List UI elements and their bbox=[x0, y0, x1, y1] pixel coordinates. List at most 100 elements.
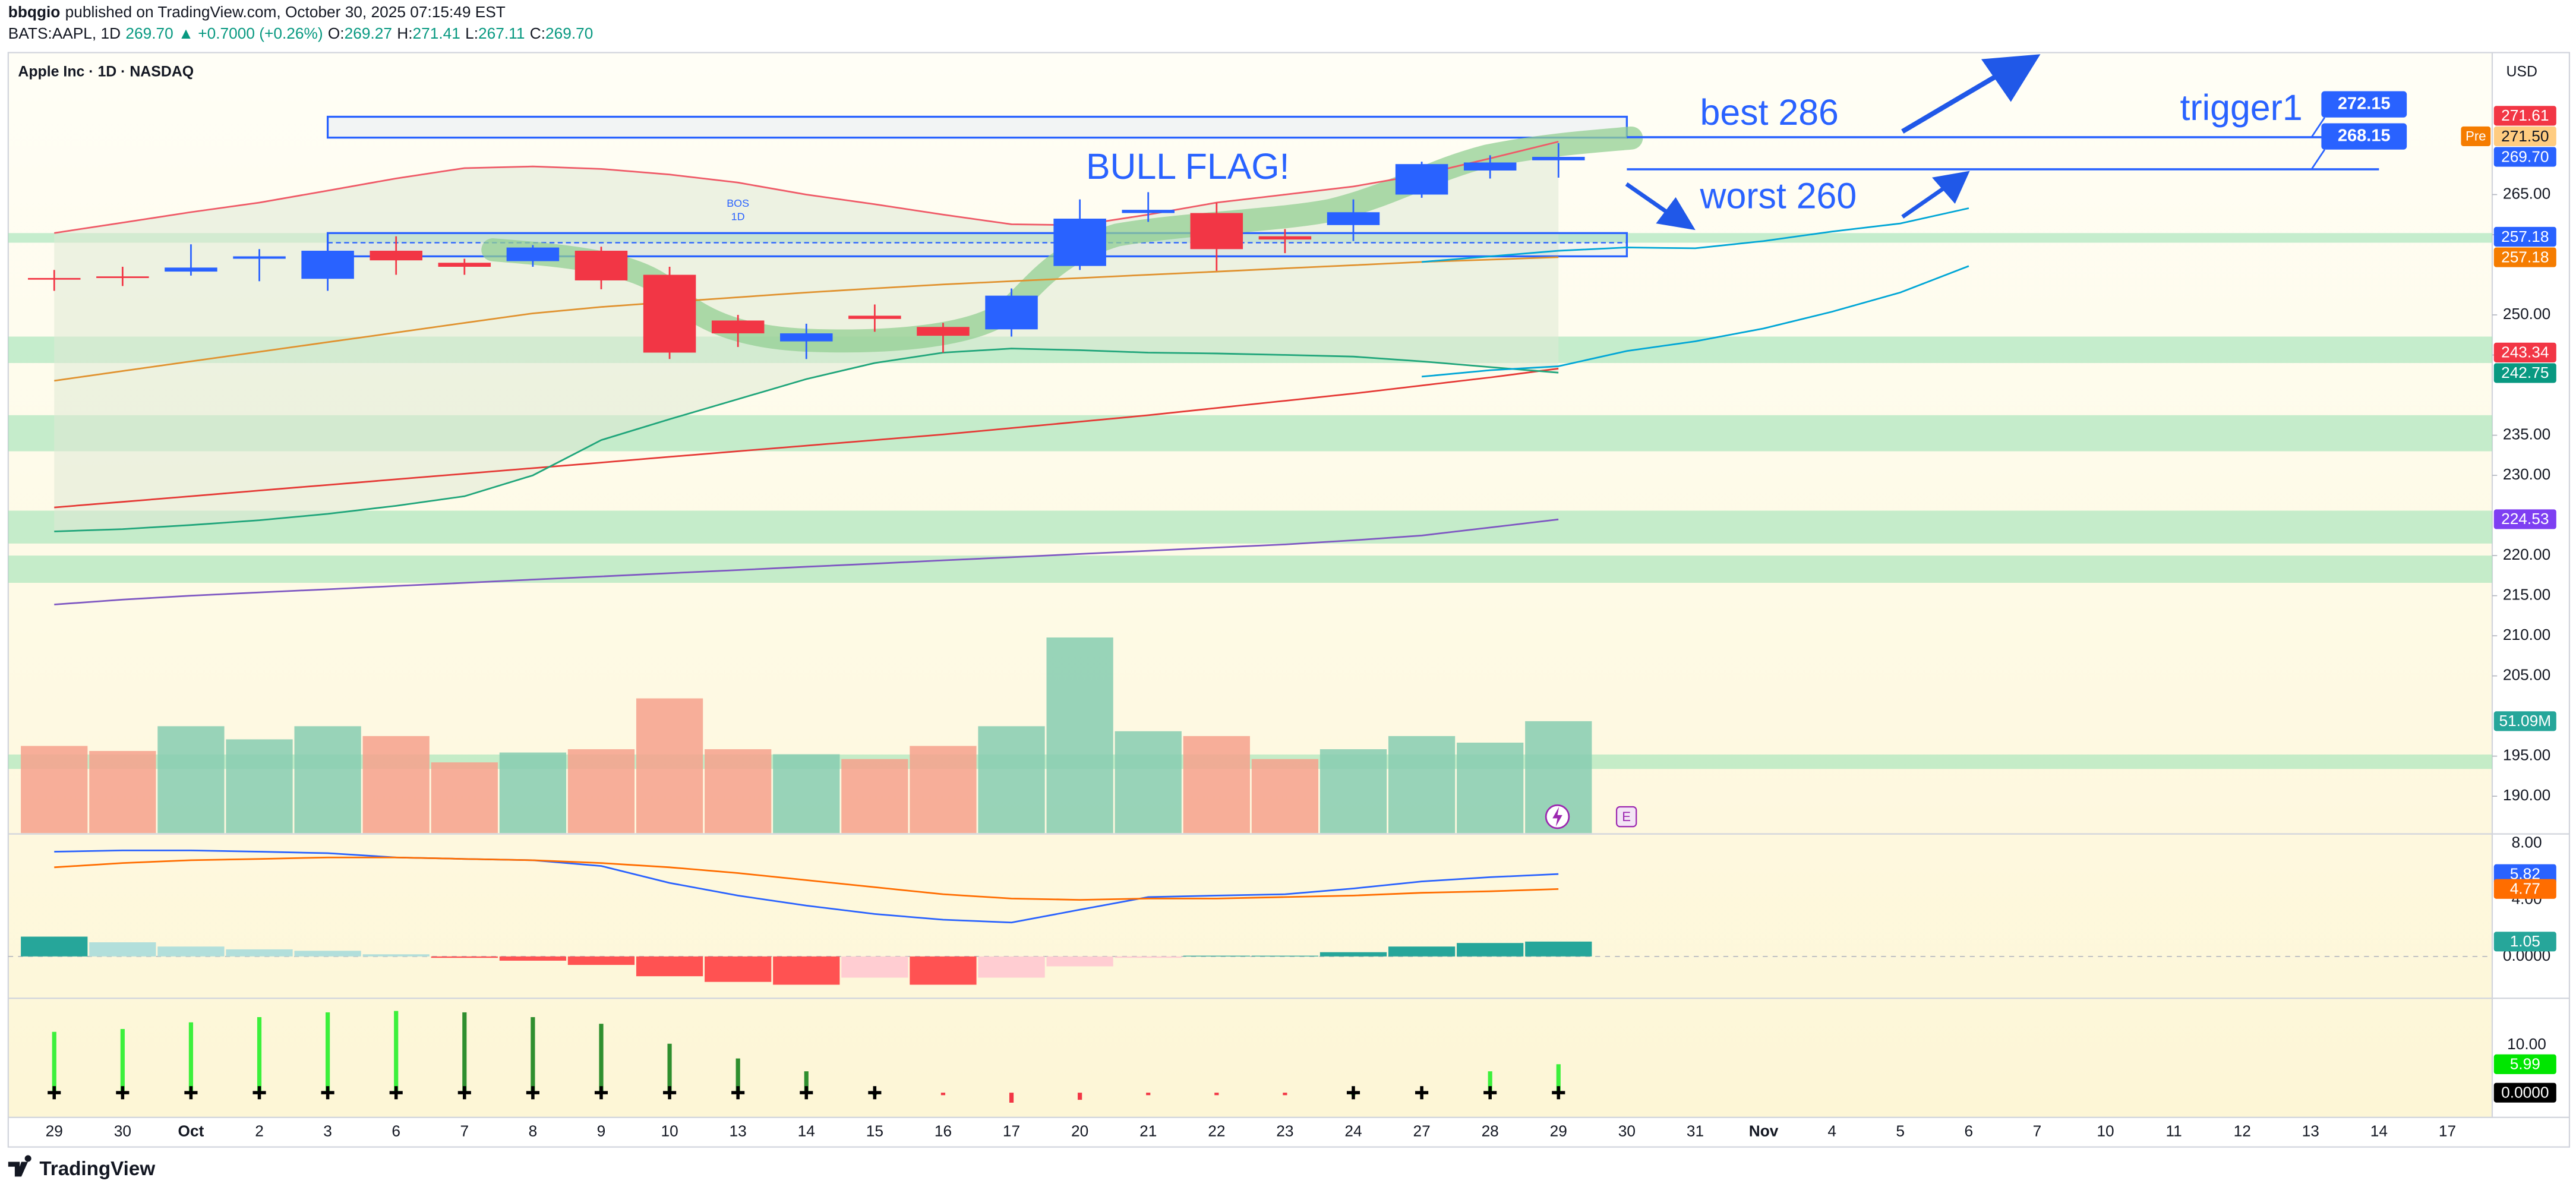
x-tick-label: 6 bbox=[1965, 1122, 1974, 1140]
volume-bar bbox=[1319, 749, 1387, 834]
macd-hist-bar bbox=[636, 956, 703, 977]
x-tick-label: 29 bbox=[1550, 1122, 1567, 1140]
footer-text: TradingView bbox=[39, 1158, 155, 1180]
candle-body bbox=[574, 251, 628, 280]
price-label-bg bbox=[2493, 509, 2556, 529]
volume-bar bbox=[1183, 736, 1250, 834]
symbol-line: BATS:AAPL, 1D 269.70 ▲ +0.7000 (+0.26%) O:2… bbox=[8, 24, 594, 42]
x-tick-label: 7 bbox=[460, 1122, 469, 1140]
overlay-line bbox=[1421, 265, 1969, 378]
oscillator-layer bbox=[48, 1011, 1565, 1103]
osc-cross bbox=[1483, 1086, 1497, 1100]
ohlc-value: 269.27 bbox=[345, 24, 392, 42]
x-tick-label: 21 bbox=[1139, 1122, 1157, 1140]
macd-hist-bar bbox=[1388, 946, 1456, 957]
overlay-line bbox=[1421, 207, 1969, 263]
price-label: 257.18 bbox=[2501, 248, 2549, 266]
x-tick-label: 30 bbox=[114, 1122, 131, 1140]
volume-bar bbox=[978, 726, 1045, 834]
box bbox=[326, 115, 1628, 139]
volume-layer bbox=[21, 637, 1592, 834]
macd-hist-bar bbox=[1525, 941, 1592, 957]
x-tick-label: 13 bbox=[730, 1122, 747, 1140]
arrow-head bbox=[1656, 197, 1696, 231]
overlay-line bbox=[54, 141, 1559, 234]
volume-bar bbox=[362, 736, 430, 834]
volume-label: 51.09M bbox=[2499, 712, 2551, 730]
volume-bar bbox=[431, 762, 498, 834]
arrow bbox=[1901, 75, 1996, 134]
candle-body bbox=[96, 276, 149, 278]
x-tick-label: 15 bbox=[866, 1122, 883, 1140]
macd-hist-bar bbox=[21, 936, 88, 957]
macd-hist-bar bbox=[157, 946, 225, 957]
change: ▲ +0.7000 (+0.26%) bbox=[178, 24, 323, 42]
frame bbox=[7, 52, 2571, 1148]
osc-cross bbox=[663, 1086, 677, 1100]
osc-bar bbox=[1146, 1093, 1151, 1096]
osc-bar bbox=[531, 1017, 535, 1093]
osc-bar bbox=[52, 1031, 56, 1093]
osc-bar bbox=[1556, 1064, 1561, 1093]
author: bbqgio bbox=[8, 3, 61, 21]
candle-body bbox=[780, 333, 833, 342]
osc-cross bbox=[800, 1086, 813, 1100]
x-tick-label: 27 bbox=[1413, 1122, 1430, 1140]
candle-body bbox=[1463, 162, 1517, 171]
osc-bar bbox=[667, 1043, 672, 1093]
currency: USD bbox=[2506, 63, 2537, 80]
price-label-bg bbox=[2493, 363, 2556, 383]
ohlc-value: 267.11 bbox=[478, 24, 525, 42]
candle-layer bbox=[28, 143, 1585, 359]
volume-bar bbox=[705, 749, 772, 834]
price-label-bg bbox=[2493, 126, 2556, 147]
icon-bolt bbox=[1552, 807, 1562, 827]
macd-hist-bar bbox=[841, 956, 908, 978]
overlay-line bbox=[54, 348, 1559, 532]
osc-bar bbox=[735, 1058, 740, 1093]
y-tick-label: 190.00 bbox=[2503, 786, 2550, 804]
osc-bar bbox=[462, 1012, 467, 1093]
y-tick-label: 210.00 bbox=[2503, 626, 2550, 643]
osc-value-label: 5.99 bbox=[2510, 1055, 2540, 1073]
level-pointer bbox=[2310, 116, 2326, 138]
arrow bbox=[1901, 185, 1947, 219]
macd-line bbox=[54, 856, 1559, 901]
macd-hist-bar bbox=[1046, 956, 1113, 967]
volume-bar bbox=[636, 698, 703, 834]
y-tick-label: 265.00 bbox=[2503, 184, 2550, 202]
volume-bar bbox=[1046, 637, 1113, 834]
x-tick-label: 31 bbox=[1687, 1122, 1704, 1140]
osc-cross bbox=[321, 1086, 334, 1100]
x-tick-label: 24 bbox=[1344, 1122, 1362, 1140]
footer-logo: TradingView bbox=[8, 1155, 155, 1180]
macd-value-label-bg bbox=[2493, 879, 2556, 899]
candle-body bbox=[1395, 164, 1448, 195]
last: 269.70 bbox=[125, 24, 173, 42]
candle-body bbox=[711, 320, 765, 334]
macd-hist-bar bbox=[1319, 952, 1387, 957]
y-tick-label: 215.00 bbox=[2503, 586, 2550, 604]
osc-value-label-bg bbox=[2493, 1054, 2556, 1074]
macd-hist-bar bbox=[705, 956, 772, 982]
level-label-bg bbox=[2321, 91, 2407, 118]
overlay-line bbox=[54, 368, 1559, 509]
osc-bar bbox=[940, 1093, 946, 1096]
osc-bar bbox=[1078, 1093, 1082, 1100]
price-label: 242.75 bbox=[2501, 364, 2549, 381]
time-axis: 29 30 Oct 2 3 6 7 8 9 10 13 14 15 16 17 20 21 22 23 24 27 28 2… bbox=[46, 1122, 2456, 1140]
osc-bar bbox=[1009, 1093, 1014, 1103]
chart-title: Apple Inc · 1D · NASDAQ bbox=[18, 63, 194, 80]
osc-cross bbox=[594, 1086, 608, 1100]
macd-hist-bar bbox=[89, 942, 156, 957]
level-label: 272.15 bbox=[2338, 94, 2391, 113]
ohlc-key: O: bbox=[328, 24, 345, 42]
osc-cross bbox=[1346, 1086, 1360, 1100]
osc-cross bbox=[252, 1086, 266, 1100]
earnings-badge bbox=[1615, 806, 1637, 828]
zone bbox=[8, 556, 2492, 583]
x-tick-label: Nov bbox=[1749, 1122, 1779, 1140]
volume-label-bg bbox=[2493, 711, 2556, 731]
